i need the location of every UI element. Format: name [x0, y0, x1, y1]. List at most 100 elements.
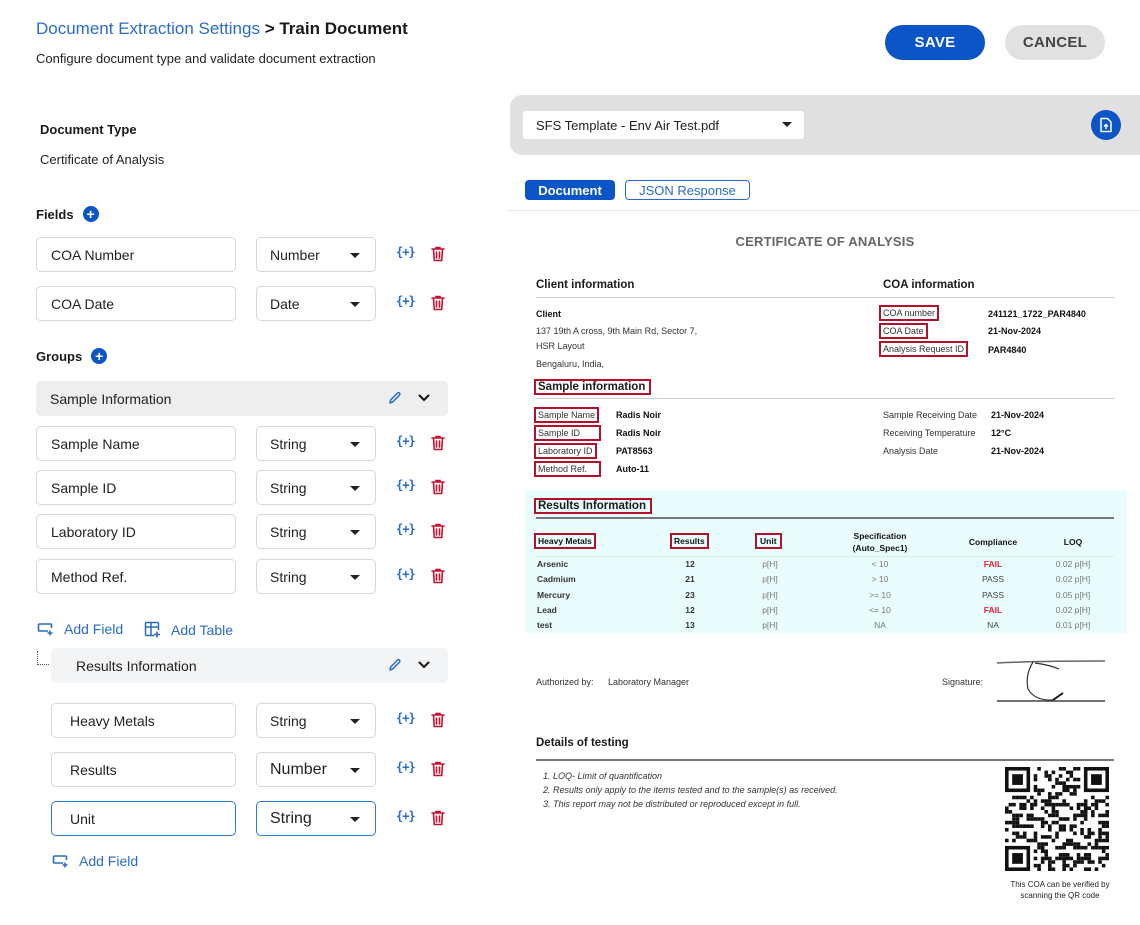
doc-col-unit[interactable]: Unit	[755, 533, 782, 549]
variable-icon[interactable]: {+}	[396, 294, 416, 308]
variable-icon[interactable]: {+}	[396, 434, 416, 448]
group-header-sample-information[interactable]: Sample Information	[36, 381, 448, 416]
trash-icon[interactable]	[431, 435, 445, 451]
qr-module	[1098, 856, 1102, 861]
caret-down-icon	[350, 768, 360, 773]
doc-col-results[interactable]: Results	[670, 533, 709, 549]
qr-module	[1083, 817, 1088, 821]
chevron-down-icon[interactable]	[418, 394, 430, 402]
qr-module	[1026, 824, 1031, 828]
qr-module	[1065, 770, 1070, 775]
qr-module	[1015, 820, 1020, 825]
field-type-select[interactable]: Date	[256, 286, 376, 321]
trash-icon[interactable]	[431, 568, 445, 584]
variable-icon[interactable]: {+}	[396, 809, 416, 823]
qr-module	[1051, 813, 1056, 818]
qr-module	[1073, 824, 1077, 828]
doc-coa-date-label[interactable]: COA Date	[879, 323, 928, 339]
field-name-input[interactable]: Results	[51, 752, 236, 787]
add-table-icon	[144, 621, 160, 638]
cancel-button[interactable]: CANCEL	[1005, 25, 1105, 60]
field-name-input[interactable]: Unit	[51, 801, 236, 836]
doc-coa-number-label[interactable]: COA number	[879, 305, 940, 321]
variable-icon[interactable]: {+}	[396, 711, 416, 725]
breadcrumb-link-settings[interactable]: Document Extraction Settings	[36, 19, 260, 38]
qr-module	[1073, 860, 1077, 864]
variable-icon[interactable]: {+}	[396, 760, 416, 774]
doc-analysis-request-label[interactable]: Analysis Request ID	[879, 341, 969, 357]
add-field-plus-icon[interactable]: +	[82, 206, 99, 222]
save-button[interactable]: SAVE	[885, 25, 985, 60]
field-name-input[interactable]: COA Number	[36, 237, 236, 272]
doc-sample-name-label[interactable]: Sample Name	[534, 407, 600, 423]
field-type-select[interactable]: Number	[256, 237, 376, 272]
trash-icon[interactable]	[431, 246, 445, 262]
field-name-input[interactable]: Heavy Metals	[51, 703, 236, 738]
upload-file-button[interactable]	[1091, 110, 1121, 140]
doc-rule	[536, 297, 1114, 298]
trash-icon[interactable]	[431, 761, 445, 777]
field-type-select[interactable]: String	[256, 514, 376, 549]
qr-module	[1022, 795, 1027, 800]
file-select-value: SFS Template - Env Air Test.pdf	[536, 117, 720, 133]
add-table-field-button[interactable]: Add Field	[52, 853, 138, 869]
field-name-input[interactable]: Laboratory ID	[36, 514, 236, 549]
trash-icon[interactable]	[431, 523, 445, 539]
field-name-input[interactable]: Method Ref.	[36, 559, 236, 594]
qr-module	[1012, 817, 1016, 821]
qr-module	[1105, 802, 1109, 807]
pencil-icon[interactable]	[388, 391, 402, 405]
variable-icon[interactable]: {+}	[396, 478, 416, 492]
qr-module	[1069, 774, 1074, 778]
doc-sample-heading[interactable]: Sample information	[534, 379, 652, 395]
add-field-button[interactable]: Add Field	[37, 621, 123, 637]
trash-icon[interactable]	[431, 295, 445, 311]
doc-method-ref-label[interactable]: Method Ref.	[534, 461, 601, 477]
pencil-icon[interactable]	[388, 658, 402, 672]
field-type-select[interactable]: String	[256, 801, 376, 836]
file-select-dropdown[interactable]: SFS Template - Env Air Test.pdf	[523, 111, 804, 139]
group-header-results-information[interactable]: Results Information	[51, 648, 448, 683]
trash-icon[interactable]	[431, 479, 445, 495]
tab-json-response[interactable]: JSON Response	[625, 180, 750, 200]
qr-module	[1058, 781, 1063, 785]
qr-module	[1094, 838, 1099, 843]
field-name-input[interactable]: Sample Name	[36, 426, 236, 461]
add-group-plus-icon[interactable]: +	[91, 348, 108, 364]
qr-module	[1051, 820, 1056, 825]
qr-module	[1022, 831, 1027, 836]
doc-laboratory-id-label[interactable]: Laboratory ID	[534, 443, 597, 459]
doc-sample-id-label[interactable]: Sample ID	[534, 425, 601, 441]
doc-receiving-temperature-value: 12°C	[991, 428, 1012, 438]
qr-module	[1065, 817, 1070, 821]
qr-module	[1062, 817, 1066, 821]
qr-module	[1062, 802, 1066, 807]
variable-icon[interactable]: {+}	[396, 522, 416, 536]
qr-module	[1033, 838, 1038, 843]
chevron-down-icon[interactable]	[418, 661, 430, 669]
doc-results-heading[interactable]: Results Information	[534, 498, 652, 514]
variable-icon[interactable]: {+}	[396, 567, 416, 581]
field-type-select[interactable]: String	[256, 426, 376, 461]
group-name: Sample Information	[50, 390, 172, 407]
doc-col-heavy-metals[interactable]: Heavy Metals	[534, 533, 596, 549]
field-name-input[interactable]: COA Date	[36, 286, 236, 321]
trash-icon[interactable]	[431, 810, 445, 826]
field-type-select[interactable]: String	[256, 559, 376, 594]
doc-client-info-heading: Client information	[536, 279, 635, 291]
trash-icon[interactable]	[431, 712, 445, 728]
field-type-select[interactable]: Number	[256, 752, 376, 787]
field-type-select[interactable]: String	[256, 470, 376, 505]
qr-module	[1069, 792, 1074, 796]
variable-icon[interactable]: {+}	[396, 245, 416, 259]
add-table-button[interactable]: Add Table	[144, 621, 233, 638]
doc-results-cell-spec: < 10	[871, 559, 889, 569]
field-name-input[interactable]: Sample ID	[36, 470, 236, 505]
doc-results-cell-metal: Mercury	[537, 589, 571, 600]
add-field-icon	[37, 623, 53, 636]
field-type-select[interactable]: String	[256, 703, 376, 738]
doc-laboratory-id-value: PAT8563	[616, 446, 653, 456]
tab-document[interactable]: Document	[525, 180, 615, 200]
qr-module	[1080, 813, 1084, 818]
qr-module	[1076, 777, 1081, 782]
